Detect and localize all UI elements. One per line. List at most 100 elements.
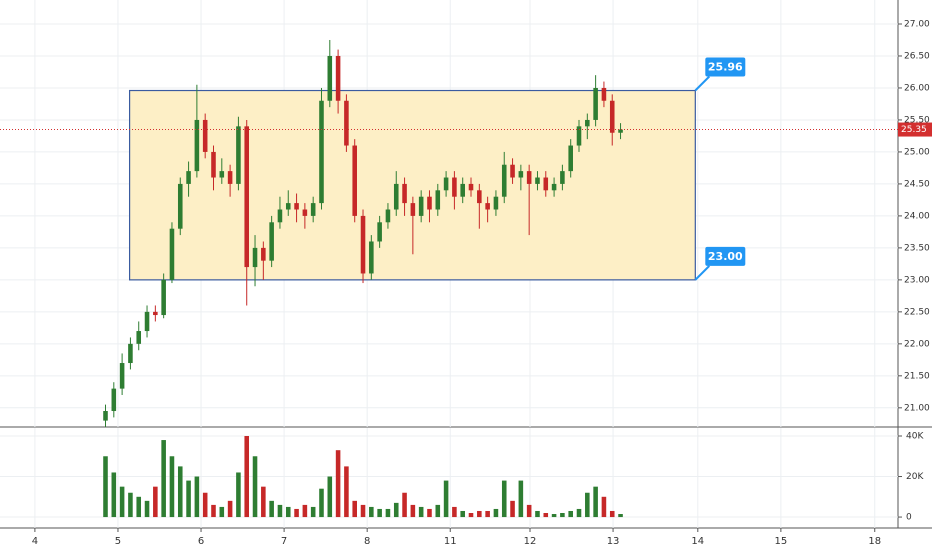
candle-body — [593, 87, 598, 120]
volume-bar — [609, 510, 615, 518]
candle-body — [369, 241, 374, 274]
candle-body — [277, 209, 283, 223]
volume-bar — [285, 506, 291, 518]
volume-bar — [560, 513, 565, 518]
candle-body — [194, 119, 200, 172]
price-label: 25.96 — [708, 61, 743, 74]
candle-body — [269, 222, 274, 261]
volume-bar — [319, 488, 324, 518]
volume-bar — [236, 472, 241, 518]
x-tick-label: 11 — [444, 536, 457, 547]
volume-bar — [501, 480, 507, 518]
volume-bar — [261, 486, 266, 518]
candle-body — [609, 100, 615, 133]
candle-body — [202, 119, 208, 152]
volume-bar — [576, 508, 582, 518]
y-tick-label: 27.00 — [904, 19, 930, 29]
candle-body — [560, 171, 565, 184]
volume-bar — [418, 506, 424, 518]
volume-bar — [103, 456, 108, 518]
candle-body — [252, 247, 258, 268]
candle-body — [477, 190, 482, 204]
volume-bar — [410, 504, 416, 518]
volume-bar — [393, 502, 399, 518]
volume-bar — [161, 440, 166, 518]
candle-body — [518, 171, 524, 178]
volume-bar — [252, 456, 258, 518]
volume-bar — [510, 500, 515, 518]
volume-bar — [277, 504, 283, 518]
volume-bar — [377, 508, 382, 518]
candle-body — [177, 183, 183, 229]
volume-bar — [244, 436, 250, 518]
volume-bar — [526, 504, 532, 518]
volume-bar — [302, 504, 308, 518]
x-tick-label: 18 — [868, 536, 881, 547]
y-tick-label: 21.50 — [904, 371, 930, 381]
y2-tick-label: 40K — [906, 432, 924, 442]
x-tick-label: 4 — [32, 536, 38, 547]
candle-body — [261, 247, 266, 261]
candle-body — [319, 100, 324, 204]
x-tick-label: 12 — [524, 536, 537, 547]
candle-body — [119, 363, 125, 389]
candle-body — [435, 190, 441, 210]
y-tick-label: 24.50 — [904, 179, 930, 189]
candle-body — [244, 126, 250, 268]
price-label-box — [705, 246, 746, 266]
volume-bar — [136, 496, 142, 518]
candle-body — [576, 126, 582, 146]
candle-body — [285, 203, 291, 210]
volume-bar — [269, 500, 274, 518]
volume-bar — [601, 496, 607, 518]
volume-bar — [194, 476, 200, 518]
volume-bar — [227, 500, 233, 518]
candle-body — [543, 177, 549, 191]
candle-body — [585, 119, 590, 127]
y-tick-label: 21.00 — [904, 403, 930, 413]
volume-bar — [369, 506, 374, 518]
y-tick-label: 25.00 — [904, 147, 930, 157]
y-tick-label: 25.50 — [904, 115, 930, 125]
candle-body — [211, 151, 216, 178]
y-tick-label: 26.50 — [904, 51, 930, 61]
volume-bar — [202, 492, 208, 518]
x-tick-label: 13 — [607, 536, 620, 547]
x-tick-label: 14 — [691, 536, 704, 547]
candle-body — [161, 279, 166, 316]
candle-body — [526, 171, 532, 184]
volume-bar — [493, 508, 499, 518]
candle-body — [128, 343, 133, 364]
x-tick-label: 6 — [198, 536, 204, 547]
volume-bar — [585, 492, 590, 518]
candle-body — [485, 203, 490, 210]
y2-tick-label: 0 — [906, 513, 912, 523]
volume-bar — [327, 476, 333, 518]
y-tick-label: 22.50 — [904, 307, 930, 317]
volume-bar — [294, 508, 299, 518]
y-tick-label: 23.00 — [904, 275, 930, 285]
x-tick-label: 15 — [775, 536, 788, 547]
candle-body — [427, 196, 432, 210]
y2-tick-label: 20K — [906, 472, 924, 482]
label-connector — [694, 265, 711, 281]
volume-bar — [169, 456, 175, 518]
price-label: 23.00 — [708, 250, 743, 263]
volume-bar — [452, 506, 457, 518]
volume-bar — [177, 466, 183, 518]
volume-bar — [443, 480, 449, 518]
y-tick-label: 26.00 — [904, 83, 930, 93]
candle-body — [460, 183, 465, 197]
candle-body — [501, 164, 507, 197]
candle-body — [568, 145, 573, 172]
volume-bar — [427, 508, 432, 518]
candle-body — [601, 87, 607, 101]
candle-body — [393, 183, 399, 210]
volume-bar — [593, 486, 598, 518]
candle-body — [236, 126, 241, 184]
x-tick-label: 5 — [115, 536, 121, 547]
volume-bar — [335, 450, 341, 518]
candle-body — [468, 183, 474, 191]
volume-bar — [360, 504, 366, 518]
